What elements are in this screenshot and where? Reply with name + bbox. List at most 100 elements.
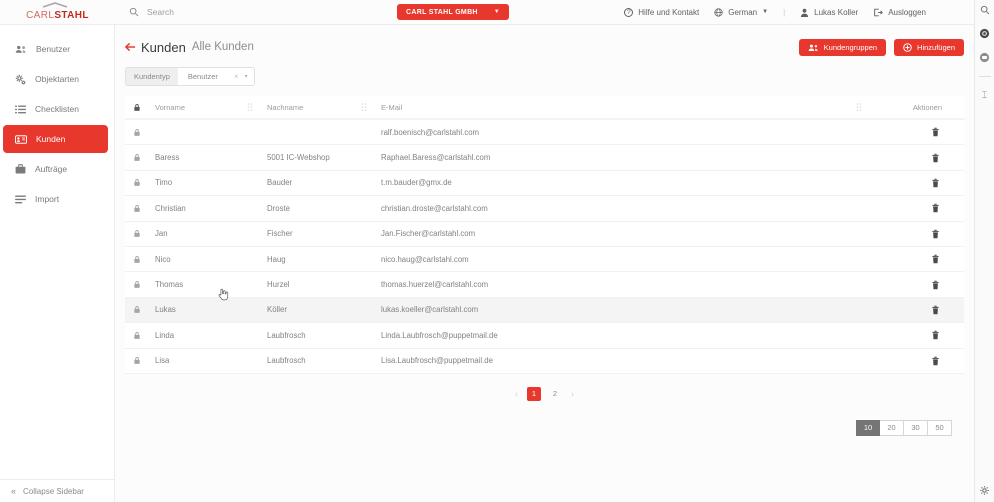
drag-grip-icon[interactable] <box>361 103 367 111</box>
table-row[interactable]: Thomas Hurzel thomas.huerzel@carlstahl.com <box>125 272 964 298</box>
page-subtitle: Alle Kunden <box>191 41 254 53</box>
sidebar-item-objektarten[interactable]: Objektarten <box>3 65 108 93</box>
drag-grip-icon[interactable] <box>856 103 862 111</box>
table-row[interactable]: Lisa Laubfrosch Lisa.Laubfrosch@puppetmail… <box>125 349 964 374</box>
cell-nachname: Laubfrosch <box>267 356 306 366</box>
sidebar-item-label: Objektarten <box>35 74 79 84</box>
sidebar-item-kunden[interactable]: Kunden <box>3 125 108 153</box>
table-row[interactable]: ralf.boenisch@carlstahl.com <box>125 120 964 146</box>
table-row[interactable]: Christian Droste christian.droste@carlstah… <box>125 196 964 222</box>
page-size-20[interactable]: 20 <box>880 419 904 436</box>
lock-icon <box>133 280 155 289</box>
carl-stahl-logo[interactable]: CARLSTAHL <box>0 2 115 21</box>
lock-icon <box>133 204 155 213</box>
double-chevron-left-icon: « <box>11 486 17 496</box>
chevron-down-icon[interactable]: ▾ <box>244 74 248 80</box>
logout-button[interactable]: Ausloggen <box>873 8 926 17</box>
text-cursor-icon: ⌶ <box>981 90 988 100</box>
kundengruppen-button[interactable]: Kundengruppen <box>798 38 887 56</box>
filter-chip-value: Benutzer <box>187 72 218 81</box>
search-input[interactable] <box>145 6 349 18</box>
delete-button[interactable] <box>929 202 942 214</box>
column-header-label: Nachname <box>267 102 304 112</box>
search-icon[interactable] <box>980 5 990 15</box>
logo-text-stahl: STAHL <box>54 10 89 21</box>
table-row[interactable]: Linda Laubfrosch Linda.Laubfrosch@puppetma… <box>125 323 964 349</box>
cell-vorname: Jan <box>155 229 168 239</box>
table-row[interactable]: Lukas Köller lukas.koeller@carlstahl.com <box>125 297 964 324</box>
cell-email: ralf.boenisch@carlstahl.com <box>381 127 480 137</box>
pagination: ‹ 1 2 › <box>125 386 964 401</box>
delete-button[interactable] <box>929 126 942 138</box>
column-header-vorname[interactable]: Vorname <box>155 103 267 112</box>
lock-icon <box>133 103 155 112</box>
column-header-aktionen: Aktionen <box>876 103 956 112</box>
global-search[interactable] <box>129 6 381 18</box>
extension-capture-icon[interactable] <box>979 52 990 63</box>
column-header-nachname[interactable]: Nachname <box>267 103 381 112</box>
cell-email: Linda.Laubfrosch@puppetmail.de <box>381 330 498 340</box>
help-link[interactable]: ? Hilfe und Kontakt <box>624 7 700 17</box>
lock-icon <box>133 331 155 340</box>
sidebar-item-checklisten[interactable]: Checklisten <box>3 95 108 123</box>
column-header-email[interactable]: E-Mail <box>381 103 876 112</box>
main-content: Kunden Alle Kunden Kundengruppen Hinzufü… <box>115 25 974 502</box>
back-button[interactable] <box>125 42 136 52</box>
sidebar-item-import[interactable]: Import <box>3 185 108 213</box>
company-dropdown[interactable]: CARL STAHL GMBH ▼ <box>397 4 509 20</box>
table-row[interactable]: Jan Fischer Jan.Fischer@carlstahl.com <box>125 222 964 247</box>
cell-nachname: Köller <box>267 305 287 315</box>
collapse-sidebar-button[interactable]: « Collapse Sidebar <box>0 479 114 502</box>
filter-chip-kundentyp[interactable]: Kundentyp Benutzer × ▾ <box>125 67 255 86</box>
import-icon <box>15 195 26 203</box>
globe-icon <box>714 7 723 17</box>
cell-nachname: Fischer <box>267 229 293 239</box>
hinzufuegen-label: Hinzufügen <box>917 42 955 52</box>
page-size-30[interactable]: 30 <box>904 419 928 436</box>
logo-roof-icon <box>42 2 68 8</box>
logo-text-carl: CARL <box>26 10 55 21</box>
delete-button[interactable] <box>929 329 942 341</box>
sidebar-item-label: Benutzer <box>36 44 71 54</box>
gears-icon <box>15 74 26 84</box>
cell-vorname: Lukas <box>155 305 176 315</box>
cell-email: lukas.koeller@carlstahl.com <box>381 305 479 315</box>
cell-nachname: Haug <box>267 254 286 264</box>
logout-icon <box>874 8 884 16</box>
hinzufuegen-button[interactable]: Hinzufügen <box>894 38 964 56</box>
delete-button[interactable] <box>929 279 942 291</box>
table-row[interactable]: Timo Bauder t.m.bauder@gmx.de <box>125 171 964 197</box>
user-menu[interactable]: Lukas Koller <box>800 8 858 17</box>
page-next-icon[interactable]: › <box>571 388 574 399</box>
table-row[interactable]: Nico Haug nico.haug@carlstahl.com <box>125 247 964 273</box>
table-row[interactable]: Baress 5001 IC-Webshop Raphael.Baress@carl… <box>125 145 964 171</box>
users-icon <box>15 45 26 53</box>
delete-button[interactable] <box>929 304 942 316</box>
settings-gear-icon[interactable] <box>979 485 990 496</box>
sidebar-item-auftraege[interactable]: Aufträge <box>3 155 108 183</box>
cell-nachname: Hurzel <box>267 280 290 290</box>
sidebar-item-benutzer[interactable]: Benutzer <box>3 35 108 63</box>
lock-icon <box>133 128 155 137</box>
kunden-table: Vorname Nachname E-Mail Aktionen <box>125 96 964 374</box>
delete-button[interactable] <box>929 228 942 240</box>
page-prev-icon[interactable]: ‹ <box>515 388 518 399</box>
chevron-down-icon: ▼ <box>493 9 500 15</box>
filter-clear-icon[interactable]: × <box>233 72 239 81</box>
cell-email: Lisa.Laubfrosch@puppetmail.de <box>381 356 493 366</box>
delete-button[interactable] <box>929 152 942 164</box>
delete-button[interactable] <box>929 253 942 265</box>
id-card-icon <box>15 134 27 144</box>
delete-button[interactable] <box>929 355 942 367</box>
company-dropdown-label: CARL STAHL GMBH <box>406 8 478 16</box>
language-dropdown[interactable]: German ▼ <box>714 8 768 17</box>
cell-nachname: Bauder <box>267 178 293 188</box>
extension-record-icon[interactable] <box>979 28 990 39</box>
page-button-2[interactable]: 2 <box>552 389 558 399</box>
page-size-50[interactable]: 50 <box>928 419 952 436</box>
page-button-1[interactable]: 1 <box>527 386 541 401</box>
drag-grip-icon[interactable] <box>247 103 253 111</box>
page-size-10[interactable]: 10 <box>856 419 880 436</box>
delete-button[interactable] <box>929 177 942 189</box>
help-label: Hilfe und Kontakt <box>638 7 700 17</box>
